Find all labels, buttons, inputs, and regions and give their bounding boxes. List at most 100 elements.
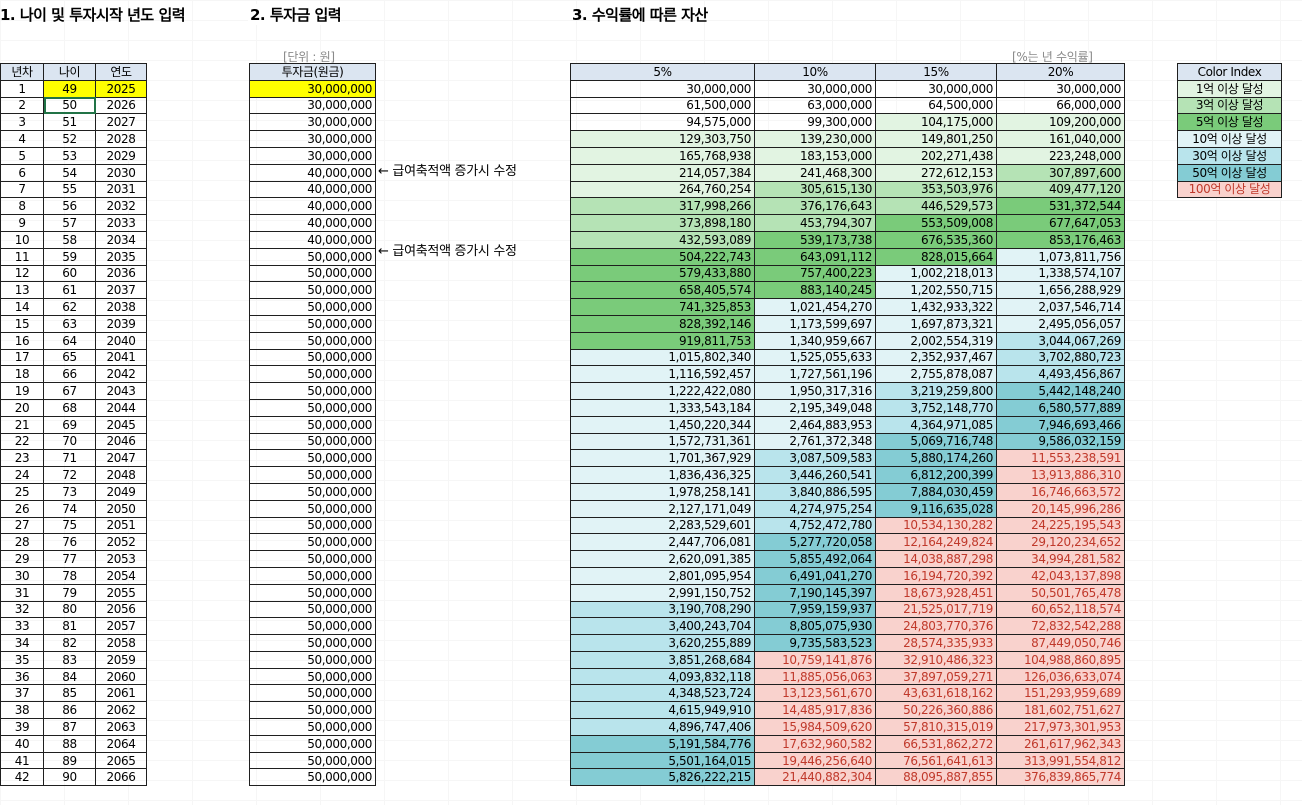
age-cell[interactable]: 53 xyxy=(43,146,96,165)
year-cell[interactable]: 2038 xyxy=(95,298,147,316)
year-cell[interactable]: 2028 xyxy=(95,130,147,148)
year-cell[interactable]: 2046 xyxy=(95,432,147,451)
year-cell[interactable]: 2057 xyxy=(95,617,147,636)
investment-cell[interactable]: 30,000,000 xyxy=(249,130,376,148)
asset-cell[interactable]: 3,087,509,583 xyxy=(754,449,876,468)
age-cell[interactable]: 70 xyxy=(43,432,96,451)
asset-cell[interactable]: 139,230,000 xyxy=(754,130,876,148)
asset-cell[interactable]: 126,036,633,074 xyxy=(996,667,1125,686)
asset-cell[interactable]: 2,464,883,953 xyxy=(754,415,876,434)
asset-cell[interactable]: 353,503,976 xyxy=(875,180,997,199)
asset-cell[interactable]: 2,761,372,348 xyxy=(754,432,876,451)
asset-cell[interactable]: 50,226,360,886 xyxy=(875,701,997,720)
asset-cell[interactable]: 34,994,281,582 xyxy=(996,550,1125,568)
age-cell[interactable]: 60 xyxy=(43,264,96,283)
investment-cell[interactable]: 50,000,000 xyxy=(249,768,376,787)
year-cell[interactable]: 2058 xyxy=(95,634,147,652)
year-cell[interactable]: 2030 xyxy=(95,163,147,182)
investment-cell[interactable]: 50,000,000 xyxy=(249,415,376,434)
investment-cell[interactable]: 50,000,000 xyxy=(249,281,376,300)
asset-cell[interactable]: 1,002,218,013 xyxy=(875,264,997,283)
year-count-cell[interactable]: 26 xyxy=(0,499,44,518)
asset-cell[interactable]: 828,015,664 xyxy=(875,247,997,266)
asset-cell[interactable]: 1,333,543,184 xyxy=(570,398,755,417)
asset-cell[interactable]: 579,433,880 xyxy=(570,264,755,283)
asset-cell[interactable]: 376,839,865,774 xyxy=(996,768,1125,787)
asset-cell[interactable]: 5,069,716,748 xyxy=(875,432,997,451)
investment-cell[interactable]: 50,000,000 xyxy=(249,701,376,720)
investment-cell[interactable]: 50,000,000 xyxy=(249,566,376,585)
year-count-cell[interactable]: 8 xyxy=(0,197,44,216)
age-cell[interactable]: 71 xyxy=(43,449,96,468)
asset-cell[interactable]: 14,038,887,298 xyxy=(875,550,997,568)
year-count-cell[interactable]: 42 xyxy=(0,768,44,787)
asset-cell[interactable]: 1,340,959,667 xyxy=(754,331,876,350)
investment-cell[interactable]: 50,000,000 xyxy=(249,432,376,451)
asset-cell[interactable]: 223,248,000 xyxy=(996,146,1125,165)
year-count-cell[interactable]: 38 xyxy=(0,701,44,720)
asset-cell[interactable]: 12,164,249,824 xyxy=(875,533,997,552)
asset-cell[interactable]: 241,468,300 xyxy=(754,163,876,182)
age-cell[interactable]: 82 xyxy=(43,634,96,652)
year-count-cell[interactable]: 27 xyxy=(0,516,44,535)
year-count-cell[interactable]: 23 xyxy=(0,449,44,468)
investment-cell[interactable]: 50,000,000 xyxy=(249,398,376,417)
age-cell[interactable]: 55 xyxy=(43,180,96,199)
year-cell[interactable]: 2026 xyxy=(95,96,147,115)
investment-cell[interactable]: 50,000,000 xyxy=(249,583,376,602)
asset-cell[interactable]: 13,123,561,670 xyxy=(754,684,876,703)
asset-cell[interactable]: 553,509,008 xyxy=(875,214,997,232)
asset-cell[interactable]: 264,760,254 xyxy=(570,180,755,199)
asset-cell[interactable]: 3,190,708,290 xyxy=(570,600,755,619)
asset-cell[interactable]: 1,021,454,270 xyxy=(754,298,876,316)
investment-cell[interactable]: 50,000,000 xyxy=(249,751,376,770)
asset-cell[interactable]: 643,091,112 xyxy=(754,247,876,266)
year-cell[interactable]: 2050 xyxy=(95,499,147,518)
asset-cell[interactable]: 4,752,472,780 xyxy=(754,516,876,535)
asset-cell[interactable]: 757,400,223 xyxy=(754,264,876,283)
asset-cell[interactable]: 3,702,880,723 xyxy=(996,348,1125,367)
year-count-cell[interactable]: 29 xyxy=(0,550,44,568)
investment-cell[interactable]: 50,000,000 xyxy=(249,617,376,636)
year-count-cell[interactable]: 16 xyxy=(0,331,44,350)
investment-cell[interactable]: 50,000,000 xyxy=(249,734,376,753)
asset-cell[interactable]: 57,810,315,019 xyxy=(875,718,997,736)
year-cell[interactable]: 2033 xyxy=(95,214,147,232)
investment-cell[interactable]: 40,000,000 xyxy=(249,230,376,249)
asset-cell[interactable]: 1,950,317,316 xyxy=(754,382,876,400)
asset-cell[interactable]: 3,840,886,595 xyxy=(754,482,876,501)
asset-cell[interactable]: 21,525,017,719 xyxy=(875,600,997,619)
asset-cell[interactable]: 313,991,554,812 xyxy=(996,751,1125,770)
asset-cell[interactable]: 2,352,937,467 xyxy=(875,348,997,367)
investment-cell[interactable]: 50,000,000 xyxy=(249,482,376,501)
age-cell[interactable]: 73 xyxy=(43,482,96,501)
age-cell[interactable]: 88 xyxy=(43,734,96,753)
age-cell[interactable]: 57 xyxy=(43,214,96,232)
asset-cell[interactable]: 28,574,335,933 xyxy=(875,634,997,652)
investment-cell[interactable]: 40,000,000 xyxy=(249,197,376,216)
year-cell[interactable]: 2036 xyxy=(95,264,147,283)
year-cell[interactable]: 2045 xyxy=(95,415,147,434)
age-cell[interactable]: 80 xyxy=(43,600,96,619)
asset-cell[interactable]: 202,271,438 xyxy=(875,146,997,165)
asset-cell[interactable]: 1,525,055,633 xyxy=(754,348,876,367)
asset-cell[interactable]: 5,277,720,058 xyxy=(754,533,876,552)
year-cell[interactable]: 2031 xyxy=(95,180,147,199)
asset-cell[interactable]: 30,000,000 xyxy=(754,79,876,98)
asset-cell[interactable]: 88,095,887,855 xyxy=(875,768,997,787)
investment-cell[interactable]: 50,000,000 xyxy=(249,314,376,333)
asset-cell[interactable]: 104,988,860,895 xyxy=(996,650,1125,669)
investment-cell[interactable]: 50,000,000 xyxy=(249,365,376,384)
year-cell[interactable]: 2062 xyxy=(95,701,147,720)
age-cell[interactable]: 63 xyxy=(43,314,96,333)
age-cell[interactable]: 49 xyxy=(43,79,96,98)
asset-cell[interactable]: 919,811,753 xyxy=(570,331,755,350)
asset-cell[interactable]: 30,000,000 xyxy=(875,79,997,98)
investment-cell[interactable]: 50,000,000 xyxy=(249,331,376,350)
year-count-cell[interactable]: 31 xyxy=(0,583,44,602)
asset-cell[interactable]: 2,195,349,048 xyxy=(754,398,876,417)
asset-cell[interactable]: 20,145,996,286 xyxy=(996,499,1125,518)
age-cell[interactable]: 76 xyxy=(43,533,96,552)
asset-cell[interactable]: 63,000,000 xyxy=(754,96,876,115)
asset-cell[interactable]: 64,500,000 xyxy=(875,96,997,115)
